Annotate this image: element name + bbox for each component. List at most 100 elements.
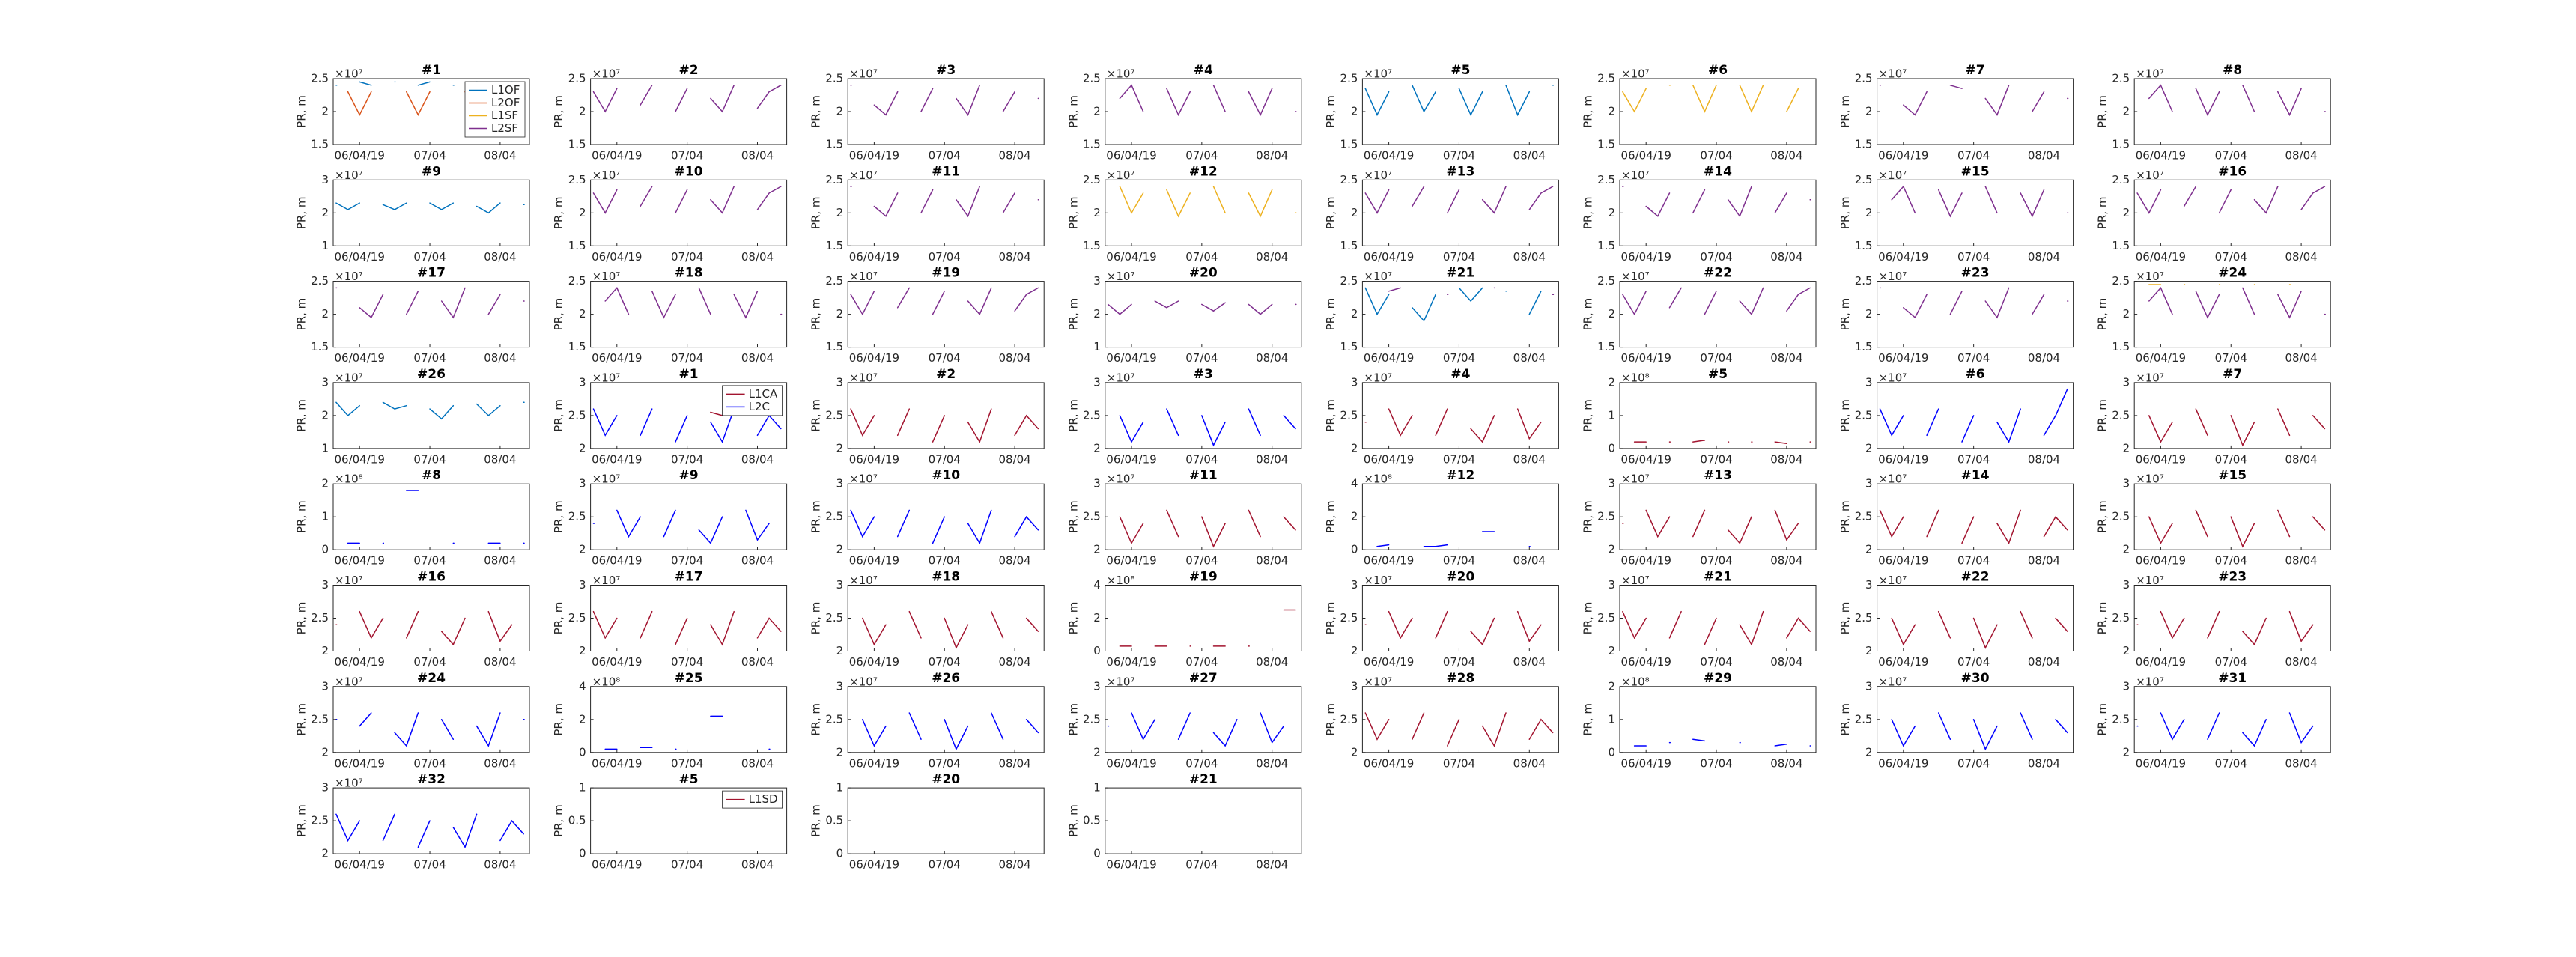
axis-multiplier: ×10⁸ xyxy=(1364,473,1392,486)
axis-multiplier: ×10⁷ xyxy=(1364,371,1392,384)
x-tick-label: 07/04 xyxy=(1700,452,1732,466)
x-tick-label: 06/04/19 xyxy=(335,554,385,568)
x-tick-label: 08/04 xyxy=(998,250,1030,264)
series-line xyxy=(1119,609,1296,647)
y-tick-label: 1 xyxy=(321,239,329,252)
subplot: 1.5 2 2.5 06/04/19 07/04 08/04 #7 PR, m ×10⁷ xyxy=(1838,63,2074,162)
y-axis-label: PR, m xyxy=(1324,500,1337,533)
y-tick-label: 2 xyxy=(836,441,844,455)
axis-multiplier: ×10⁷ xyxy=(592,574,621,587)
series-line xyxy=(1119,509,1296,548)
y-tick-label: 2 xyxy=(321,105,329,118)
y-axis-label: PR, m xyxy=(2096,703,2109,736)
y-axis-label: PR, m xyxy=(1838,703,1852,736)
axes-box xyxy=(1877,78,2074,145)
axes-box xyxy=(1105,585,1302,651)
y-tick-label: 2.5 xyxy=(2112,712,2130,726)
axis-multiplier: ×10⁷ xyxy=(849,67,878,81)
axis-multiplier: ×10⁷ xyxy=(1879,473,1907,486)
subplot: 2 2.5 3 06/04/19 07/04 08/04 #17 PR, m ×10⁷ xyxy=(552,570,788,669)
x-tick-label: 07/04 xyxy=(1443,250,1475,264)
subplot-title: #12 xyxy=(1189,164,1218,179)
y-tick-label: 2.5 xyxy=(1083,72,1101,85)
x-tick-label: 07/04 xyxy=(1700,149,1732,162)
x-tick-label: 06/04/19 xyxy=(335,149,385,162)
subplot: 2 2.5 3 06/04/19 07/04 08/04 #9 PR, m ×10⁷ xyxy=(552,468,788,568)
x-tick-label: 07/04 xyxy=(1957,756,1990,770)
y-tick-label: 2 xyxy=(321,745,329,759)
x-tick-label: 08/04 xyxy=(1513,756,1546,770)
x-tick-label: 08/04 xyxy=(1256,655,1288,669)
y-tick-label: 2 xyxy=(1351,307,1358,320)
y-axis-label: PR, m xyxy=(2096,500,2109,533)
y-tick-label: 2.5 xyxy=(825,611,843,625)
y-tick-label: 1 xyxy=(579,781,586,795)
x-tick-label: 06/04/19 xyxy=(335,250,385,264)
series-line xyxy=(2136,712,2314,747)
axes-box xyxy=(332,382,530,449)
subplot: 1 2 3 06/04/19 07/04 08/04 #26 PR, m ×10⁷ xyxy=(295,367,530,466)
x-tick-label: 08/04 xyxy=(1256,554,1288,568)
y-tick-label: 0.5 xyxy=(1083,814,1101,827)
y-axis-label: PR, m xyxy=(295,703,309,736)
y-tick-label: 3 xyxy=(321,375,329,389)
subplot: 1.5 2 2.5 06/04/19 07/04 08/04 #18 PR, m ×10⁷ xyxy=(552,266,788,365)
y-tick-label: 2 xyxy=(2123,644,2130,657)
series-line xyxy=(1364,85,1555,117)
y-axis-label: PR, m xyxy=(1582,500,1595,533)
x-tick-label: 06/04/19 xyxy=(1621,756,1671,770)
x-tick-label: 06/04/19 xyxy=(335,858,385,872)
y-axis-label: PR, m xyxy=(1066,804,1080,837)
y-tick-label: 2 xyxy=(321,307,329,320)
y-tick-label: 0 xyxy=(1608,441,1615,455)
x-tick-label: 07/04 xyxy=(1185,351,1218,365)
x-tick-label: 07/04 xyxy=(929,149,961,162)
x-tick-label: 07/04 xyxy=(2215,655,2247,669)
y-tick-label: 2 xyxy=(2123,441,2130,455)
y-tick-label: 1.5 xyxy=(311,138,329,151)
y-tick-label: 2.5 xyxy=(1855,408,1873,422)
x-tick-label: 07/04 xyxy=(1700,554,1732,568)
x-tick-label: 08/04 xyxy=(741,655,774,669)
axes-box xyxy=(1361,179,1559,246)
subplot-title: #24 xyxy=(417,671,446,686)
x-tick-label: 08/04 xyxy=(741,756,774,770)
y-tick-label: 2 xyxy=(579,543,586,556)
axis-multiplier: ×10⁷ xyxy=(1621,270,1650,283)
y-tick-label: 2 xyxy=(1608,105,1615,118)
subplot: 0 0.5 1 06/04/19 07/04 08/04 #20 PR, m xyxy=(809,772,1045,872)
subplot: 2 2.5 3 06/04/19 07/04 08/04 #3 PR, m ×10⁷ xyxy=(1066,367,1302,466)
subplot: 2 2.5 3 06/04/19 07/04 08/04 #28 PR, m ×10⁷ xyxy=(1324,671,1559,770)
y-tick-label: 1.5 xyxy=(1597,340,1615,353)
x-tick-label: 08/04 xyxy=(484,351,516,365)
y-axis-label: PR, m xyxy=(1838,399,1852,432)
y-axis-label: PR, m xyxy=(552,602,565,635)
subplot-title: #2 xyxy=(679,63,699,78)
y-axis-label: PR, m xyxy=(552,95,565,128)
x-tick-label: 07/04 xyxy=(1185,554,1218,568)
series-line xyxy=(335,287,525,319)
x-tick-label: 08/04 xyxy=(2028,756,2060,770)
axis-multiplier: ×10⁷ xyxy=(1107,67,1135,81)
axes-box xyxy=(1105,483,1302,550)
x-tick-label: 07/04 xyxy=(1957,452,1990,466)
axes-box xyxy=(847,787,1045,854)
subplot: 1.5 2 2.5 06/04/19 07/04 08/04 #17 PR, m ×10⁷ xyxy=(295,266,530,365)
axis-multiplier: ×10⁷ xyxy=(1879,270,1907,283)
x-tick-label: 08/04 xyxy=(1256,351,1288,365)
y-axis-label: PR, m xyxy=(1324,399,1337,432)
subplot-title: #1 xyxy=(422,63,441,78)
y-tick-label: 2 xyxy=(1093,105,1101,118)
axis-multiplier: ×10⁷ xyxy=(1621,574,1650,587)
x-tick-label: 08/04 xyxy=(1513,351,1546,365)
y-tick-label: 2.5 xyxy=(1340,712,1358,726)
subplot-title: #21 xyxy=(1446,266,1474,281)
subplot: 2 2.5 3 06/04/19 07/04 08/04 #4 PR, m ×10⁷ xyxy=(1324,367,1559,466)
y-tick-label: 1.5 xyxy=(2112,239,2130,252)
x-tick-label: 06/04/19 xyxy=(849,756,899,770)
subplot: 2 2.5 3 06/04/19 07/04 08/04 #27 PR, m ×10⁷ xyxy=(1066,671,1302,770)
y-tick-label: 2 xyxy=(321,847,329,860)
axes-box xyxy=(1619,281,1817,348)
axes-box xyxy=(1877,179,2074,246)
